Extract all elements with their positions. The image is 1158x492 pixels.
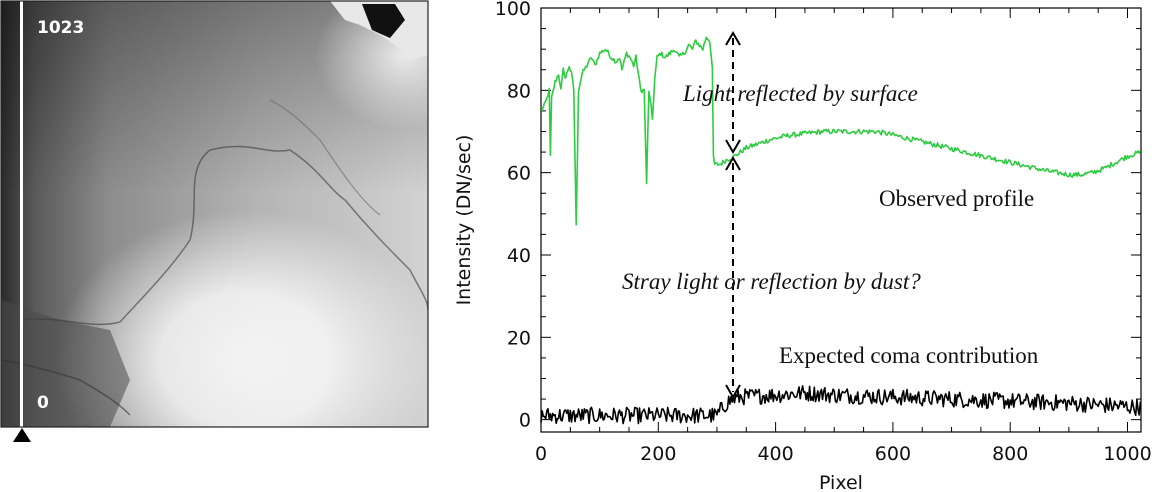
image-panel: 1023 0	[1, 1, 428, 427]
scan-line	[20, 1, 23, 427]
y-tick-label: 40	[507, 245, 531, 267]
image-bright-region	[55, 210, 428, 427]
series-line-observed	[540, 36, 1142, 226]
image-top-label: 1023	[37, 18, 84, 38]
x-axis-title: Pixel	[819, 472, 863, 492]
x-tick-label: 1000	[1103, 443, 1151, 465]
y-tick-label: 60	[507, 163, 531, 185]
image-ridge-line-1	[19, 145, 428, 326]
scan-line-marker-icon	[13, 428, 31, 442]
y-tick-label: 0	[519, 410, 531, 432]
y-tick-label: 20	[507, 327, 531, 349]
image-dark-lower-left	[1, 300, 130, 427]
annotation-observed: Observed profile	[879, 186, 1034, 211]
plot-frame	[540, 7, 1142, 433]
arrow-reflected-head-up	[725, 31, 741, 46]
y-tick-label: 80	[507, 80, 531, 102]
x-tick-label: 0	[535, 443, 547, 465]
series-line-coma	[540, 385, 1142, 425]
spacecraft-dark-part	[362, 4, 405, 38]
chart: 0 200 400 600 800 1000 0 20 40 60 80 100 Pixel Intens…	[453, 0, 1152, 492]
annotation-stray: Stray light or reflection by dust?	[622, 269, 921, 294]
x-tick-label: 400	[757, 443, 793, 465]
image-ridge-line-3	[269, 99, 381, 216]
x-tick-label: 800	[992, 443, 1028, 465]
image-ridge-line-2	[1, 359, 131, 416]
arrow-stray-head-up	[725, 156, 741, 171]
x-tick-label: 600	[875, 443, 911, 465]
x-tick-label: 200	[640, 443, 676, 465]
y-tick-label: 100	[495, 0, 531, 20]
annotation-coma: Expected coma contribution	[779, 343, 1039, 368]
image-bottom-label: 0	[37, 393, 49, 413]
y-axis-title: Intensity (DN/sec)	[453, 135, 475, 306]
annotation-reflected: Light reflected by surface	[682, 81, 918, 106]
arrow-stray-head-down	[725, 384, 741, 399]
arrow-reflected-head-down	[725, 139, 741, 154]
image-frame	[0, 0, 429, 428]
